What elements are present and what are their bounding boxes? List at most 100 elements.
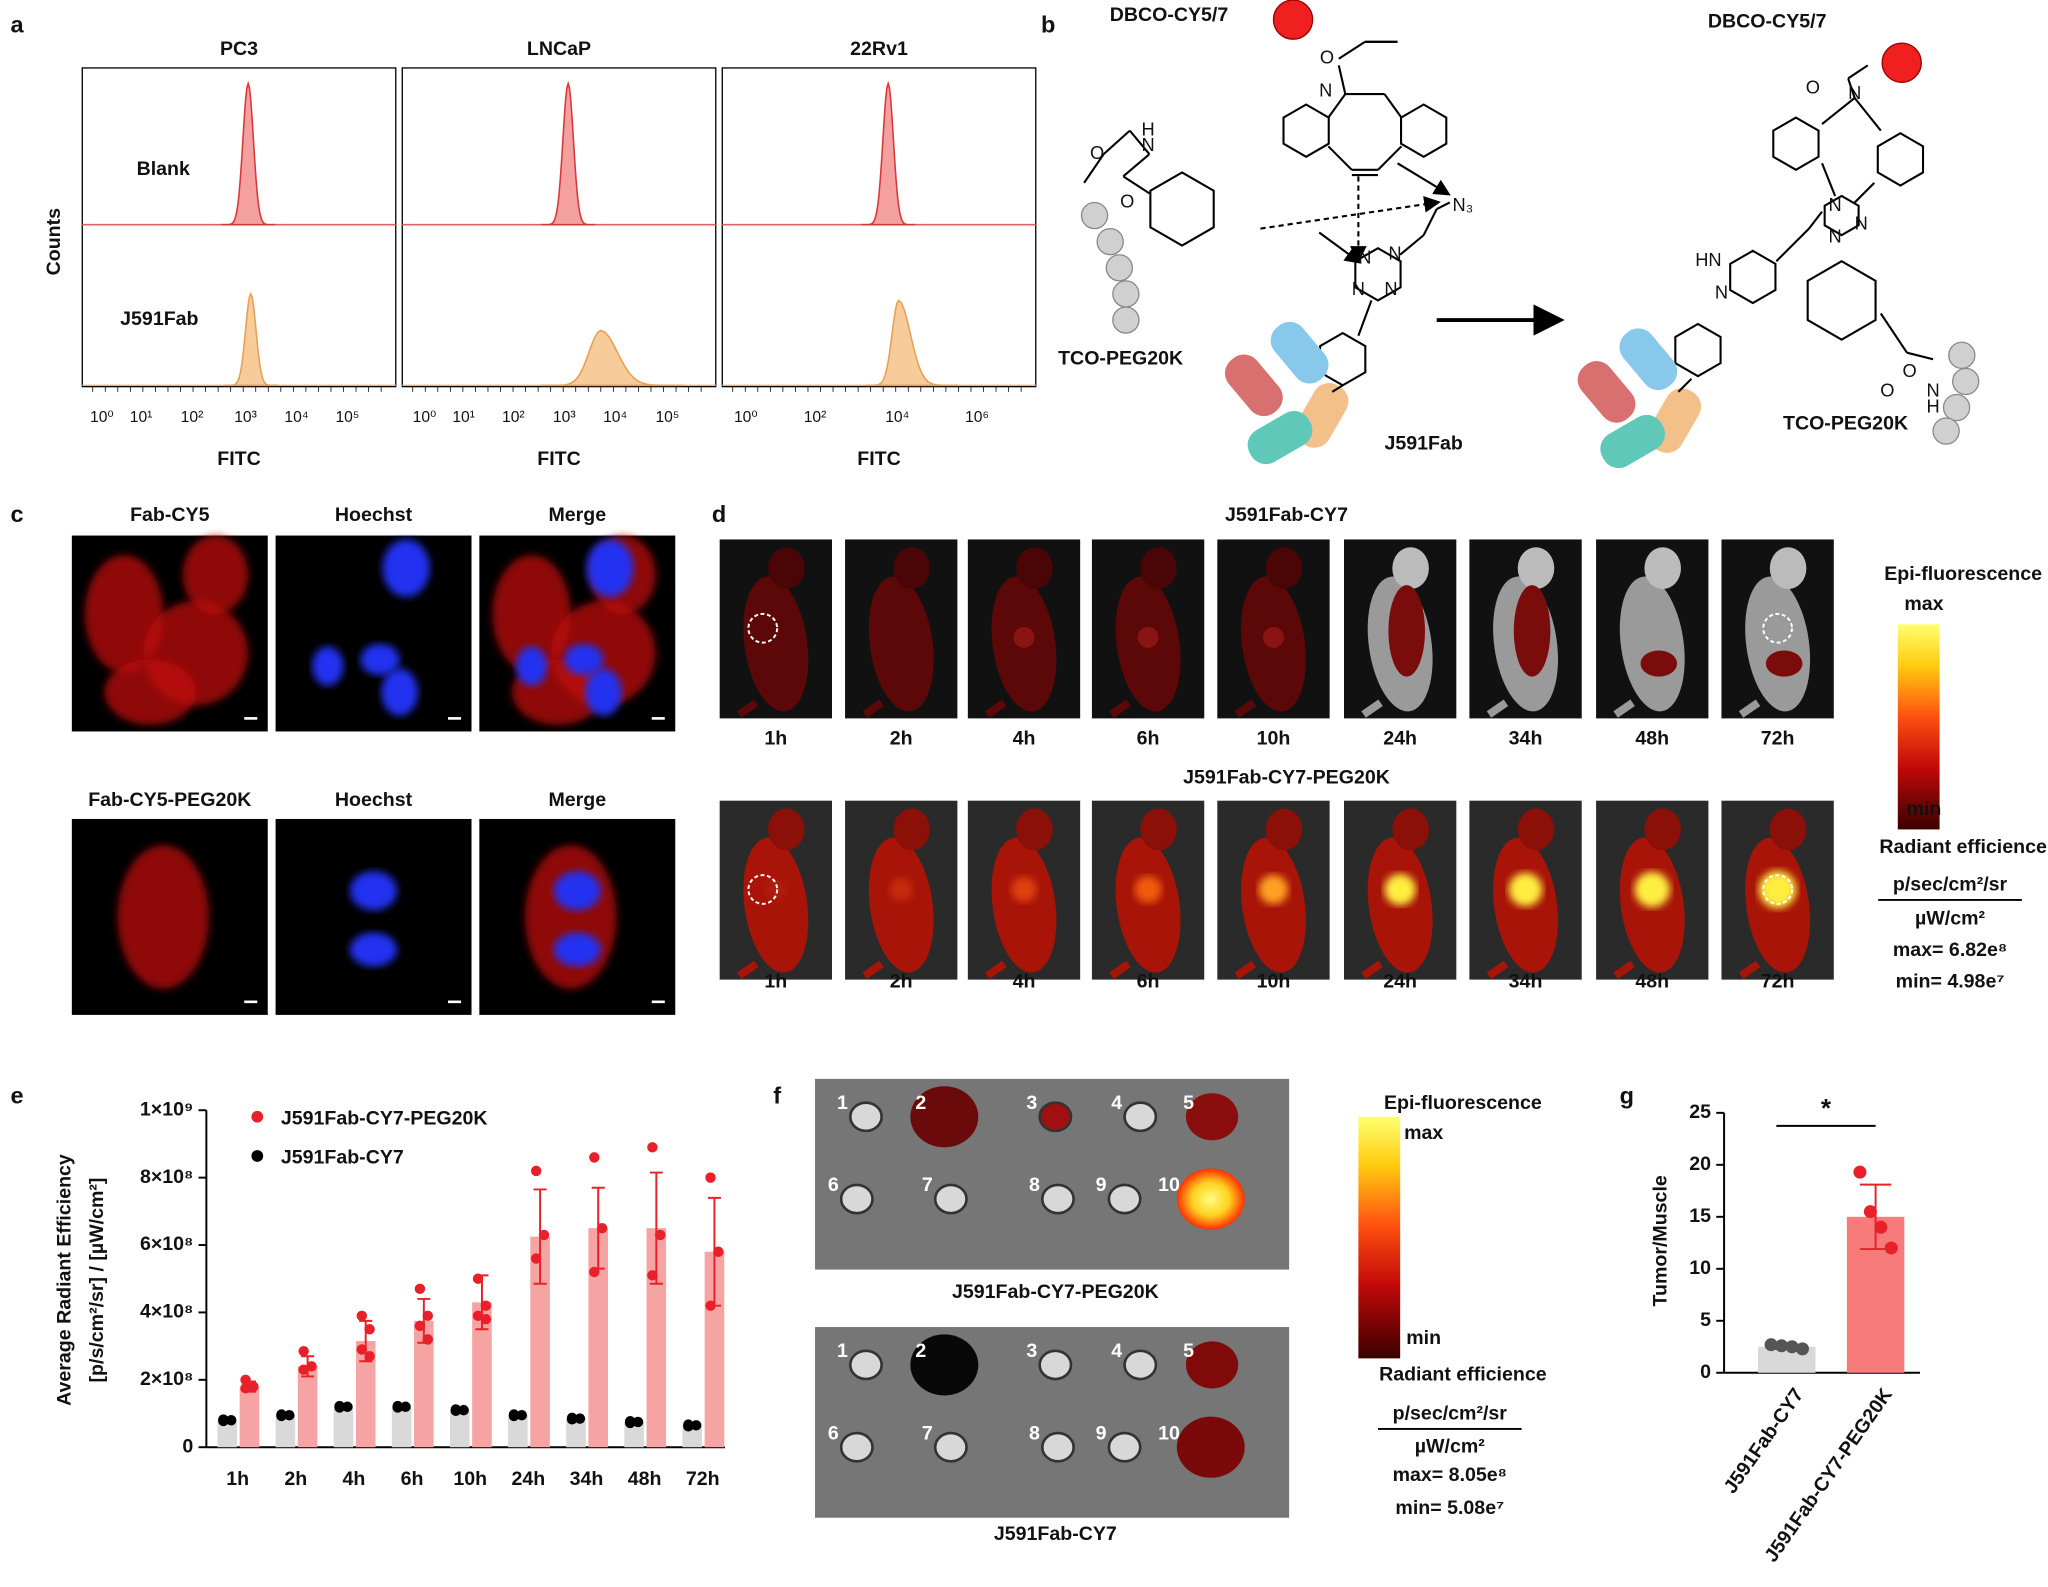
panel-label: b xyxy=(1041,11,1055,37)
organ-number: 1 xyxy=(837,1092,848,1114)
time-label: 48h xyxy=(1635,970,1669,992)
bond xyxy=(1122,153,1151,178)
organ xyxy=(1038,1101,1073,1133)
data-point xyxy=(414,1283,426,1295)
benzene-ring xyxy=(1400,103,1448,158)
data-point xyxy=(1785,1340,1799,1354)
data-point xyxy=(1775,1339,1789,1353)
time-label: 48h xyxy=(1635,727,1669,749)
panel-label: e xyxy=(10,1082,23,1108)
organ-number: 8 xyxy=(1029,1422,1040,1444)
data-point xyxy=(480,1313,492,1325)
data-point xyxy=(472,1273,484,1284)
data-point xyxy=(356,1344,368,1355)
colorbar-max-value: max= 8.05e⁸ xyxy=(1393,1464,1507,1486)
mouse-head xyxy=(768,808,805,851)
bar xyxy=(566,1418,586,1448)
data-point xyxy=(1853,1165,1867,1179)
atom-label: N xyxy=(1319,79,1332,100)
antibody-domain xyxy=(1600,414,1665,469)
histogram-frame xyxy=(81,67,397,388)
colorbar-max: max xyxy=(1904,593,1943,615)
organ-number: 9 xyxy=(1096,1422,1107,1444)
cy5-signal xyxy=(104,659,196,725)
legend-label: J591Fab-CY7 xyxy=(281,1147,404,1169)
y-axis-title: [p/s/cm²/sr] / [µW/cm²] xyxy=(86,1178,108,1383)
bond xyxy=(1436,201,1451,210)
bar xyxy=(414,1320,434,1448)
organ xyxy=(848,1349,883,1381)
histogram-frame xyxy=(721,67,1037,388)
tumor-signal xyxy=(1134,875,1162,904)
bond xyxy=(1128,129,1151,155)
organ-number: 4 xyxy=(1111,1092,1122,1114)
mouse-head xyxy=(1140,808,1177,851)
nucleus xyxy=(553,932,601,967)
bond xyxy=(1853,97,1882,132)
x-tick-label: 10⁶ xyxy=(965,409,989,426)
bar xyxy=(624,1421,644,1448)
panel-label: d xyxy=(712,501,726,527)
bar xyxy=(297,1366,318,1448)
cy5-signal xyxy=(492,555,571,673)
cy5-signal xyxy=(117,845,209,989)
data-point xyxy=(422,1310,433,1322)
colorbar xyxy=(1358,1116,1401,1359)
mouse-head xyxy=(1769,808,1807,851)
bond xyxy=(1318,231,1362,264)
atom-label: H xyxy=(1141,118,1154,139)
data-point xyxy=(538,1229,550,1241)
x-tick-label: 10² xyxy=(804,409,827,426)
data-point xyxy=(589,1266,600,1278)
signal-patch xyxy=(1765,650,1803,677)
bond xyxy=(1397,162,1451,196)
histogram-peak xyxy=(862,80,915,226)
data-point xyxy=(1764,1338,1778,1352)
bar xyxy=(588,1228,608,1448)
triazole xyxy=(1823,194,1860,237)
colorbar xyxy=(1897,624,1940,830)
benzene-ring xyxy=(1282,103,1330,158)
data-point xyxy=(342,1401,353,1413)
group-title: J591Fab-CY7 xyxy=(994,1523,1117,1545)
organ-number: 5 xyxy=(1183,1092,1194,1114)
mouse-head xyxy=(1016,808,1053,851)
time-label: 1h xyxy=(764,727,787,749)
benzene-ring xyxy=(1876,132,1925,187)
data-point xyxy=(1884,1241,1898,1255)
time-label: 4h xyxy=(1013,970,1036,992)
bond xyxy=(1327,145,1353,171)
x-tick-label: 10⁴ xyxy=(603,409,627,426)
mouse-head xyxy=(1265,808,1303,851)
mouse-head xyxy=(1517,547,1555,590)
colorbar-unit: p/sec/cm²/sr xyxy=(1393,1403,1508,1425)
product-label: DBCO-CY5/7 xyxy=(1708,10,1827,32)
tumor-signal xyxy=(1258,874,1289,905)
nucleus xyxy=(553,871,601,911)
atom-label: O xyxy=(1090,142,1104,163)
data-point xyxy=(690,1420,702,1431)
bar xyxy=(355,1341,376,1448)
histogram-peak xyxy=(222,80,275,226)
mouse-body xyxy=(868,837,934,973)
data-point xyxy=(516,1409,528,1421)
y-tick-label: 15 xyxy=(1689,1205,1711,1227)
x-tick-label: 24h xyxy=(511,1468,545,1490)
mouse-head xyxy=(893,808,930,851)
organ xyxy=(1123,1349,1158,1381)
signal-patch xyxy=(1513,585,1551,677)
time-label: 24h xyxy=(1383,970,1417,992)
x-tick-label: 1h xyxy=(226,1468,249,1490)
atom-label: N xyxy=(1384,278,1397,299)
organ-number: 9 xyxy=(1096,1174,1107,1196)
atom-label: N xyxy=(1358,246,1371,267)
atom-label: N xyxy=(1388,243,1401,264)
mouse-head xyxy=(1392,547,1429,590)
image-header: Merge xyxy=(548,504,606,526)
bond xyxy=(1357,300,1373,337)
panel-label: c xyxy=(10,501,23,527)
bar xyxy=(275,1415,296,1448)
data-point xyxy=(284,1409,295,1421)
legend-marker xyxy=(251,1150,264,1162)
organ xyxy=(933,1431,968,1463)
